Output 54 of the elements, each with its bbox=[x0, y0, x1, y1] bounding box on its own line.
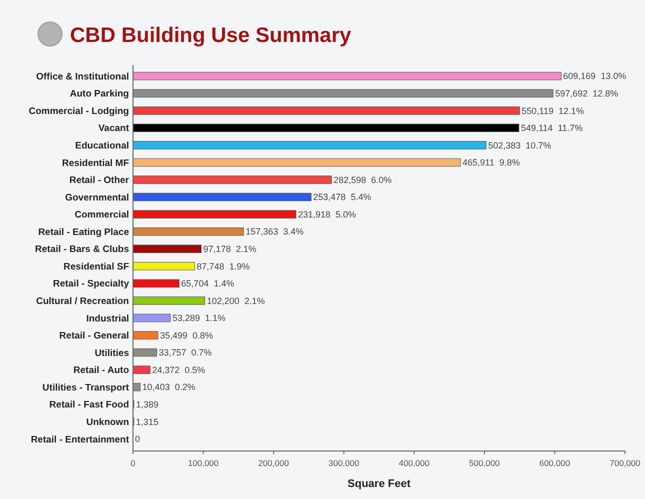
y-tick-label: Commercial - Lodging bbox=[28, 106, 130, 117]
y-tick-label: Retail - Auto bbox=[73, 365, 130, 376]
y-tick-label: Educational bbox=[75, 140, 129, 152]
x-tick-label: 300,000 bbox=[328, 458, 360, 468]
x-tick-label: 200,000 bbox=[258, 458, 290, 468]
data-label: 231,918 5.0% bbox=[298, 209, 356, 220]
data-label: 102,200 2.1% bbox=[206, 296, 265, 306]
x-tick-label: 600,000 bbox=[539, 458, 570, 468]
y-tick-label: Residential SF bbox=[64, 261, 130, 272]
x-tick-label: 700,000 bbox=[610, 458, 641, 468]
data-label: 53,289 1.1% bbox=[172, 313, 226, 324]
y-tick-label: Vacant bbox=[98, 123, 130, 134]
y-tick-label: Retail - Entertainment bbox=[30, 434, 130, 446]
y-tick-label: Utilities bbox=[94, 348, 129, 359]
data-label: 97,178 2.1% bbox=[203, 244, 256, 254]
data-label: 282,598 6.0% bbox=[334, 174, 392, 185]
data-label: 65,704 1.4% bbox=[181, 278, 234, 289]
x-tick-label: 500,000 bbox=[469, 458, 500, 468]
data-label: 597,692 12.8% bbox=[555, 88, 618, 98]
y-tick-label: Commercial bbox=[74, 210, 129, 221]
chart-title: CBD Building Use Summary bbox=[70, 24, 352, 47]
y-tick-label: Retail - Fast Food bbox=[49, 400, 130, 411]
y-tick-label: Retail - Specialty bbox=[52, 278, 130, 290]
data-label: 24,372 0.5% bbox=[152, 364, 206, 375]
data-label: 1,315 bbox=[136, 416, 158, 427]
data-label: 1,389 bbox=[136, 400, 159, 410]
data-label: 0 bbox=[135, 434, 140, 444]
y-tick-label: Auto Parking bbox=[70, 88, 130, 100]
y-tick-label: Cultural / Recreation bbox=[36, 296, 130, 308]
y-tick-label: Retail - General bbox=[59, 330, 129, 342]
data-label: 609,169 13.0% bbox=[563, 71, 626, 82]
x-axis-title: Square Feet bbox=[348, 478, 411, 490]
y-tick-label: Utilities - Transport bbox=[42, 382, 130, 394]
y-tick-label: Retail - Other bbox=[69, 175, 130, 186]
data-label: 10,403 0.2% bbox=[142, 382, 196, 392]
y-tick-label: Unknown bbox=[86, 416, 130, 428]
data-label: 549,114 11.7% bbox=[520, 123, 583, 134]
x-tick-label: 0 bbox=[130, 458, 136, 468]
x-tick-label: 100,000 bbox=[188, 458, 219, 468]
data-label: 87,748 1.9% bbox=[196, 261, 250, 272]
y-tick-label: Residential MF bbox=[62, 158, 130, 169]
data-label: 465,911 9.8% bbox=[462, 158, 520, 168]
y-tick-label: Retail - Bars & Clubs bbox=[35, 244, 129, 256]
data-label: 253,478 5.4% bbox=[313, 192, 372, 202]
y-tick-label: Industrial bbox=[86, 313, 129, 324]
data-label: 33,757 0.7% bbox=[158, 348, 212, 358]
data-label: 157,363 3.4% bbox=[246, 226, 304, 237]
x-tick-label: 400,000 bbox=[398, 458, 430, 468]
data-label: 550,119 12.1% bbox=[522, 106, 584, 116]
y-tick-label: Retail - Eating Place bbox=[38, 226, 129, 238]
y-tick-label: Governmental bbox=[65, 192, 129, 204]
data-label: 35,499 0.8% bbox=[160, 330, 213, 340]
y-tick-label: Office & Institutional bbox=[36, 71, 129, 82]
data-label: 502,383 10.7% bbox=[488, 140, 552, 150]
